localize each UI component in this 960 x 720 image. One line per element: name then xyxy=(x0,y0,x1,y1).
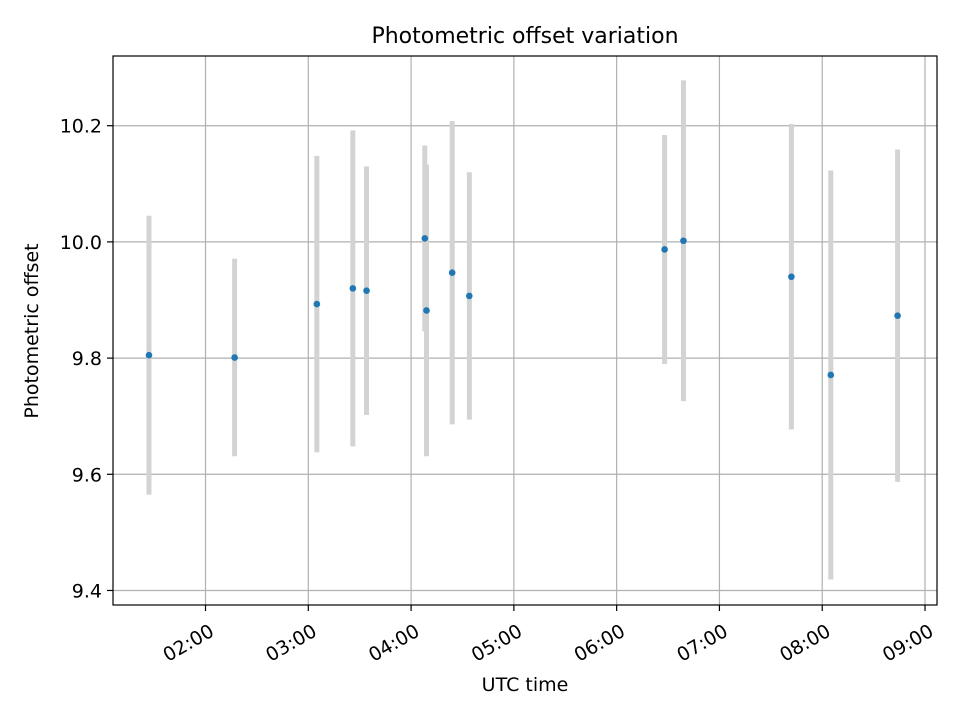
data-point xyxy=(363,287,370,295)
data-point xyxy=(680,237,687,245)
y-tick-label: 9.8 xyxy=(72,348,102,370)
data-point xyxy=(145,351,153,359)
y-tick-label: 10.0 xyxy=(60,232,102,254)
y-tick-label: 9.6 xyxy=(72,464,102,486)
data-point xyxy=(448,269,456,276)
data-point xyxy=(466,292,473,300)
data-points xyxy=(145,235,901,379)
chart-title: Photometric offset variation xyxy=(371,24,678,49)
data-point xyxy=(423,307,430,314)
data-point xyxy=(788,273,795,281)
data-point xyxy=(894,312,901,319)
data-point xyxy=(661,246,668,253)
plot-frame xyxy=(112,55,938,606)
data-point xyxy=(349,285,357,292)
y-axis-label: Photometric offset xyxy=(21,243,43,418)
grid xyxy=(113,56,937,605)
y-tick-label: 10.2 xyxy=(60,116,102,138)
y-tick-label: 9.4 xyxy=(72,580,102,602)
data-point xyxy=(421,235,429,242)
data-point xyxy=(231,354,238,361)
data-point xyxy=(313,300,321,308)
data-point xyxy=(827,371,835,379)
x-axis-label: UTC time xyxy=(482,674,569,696)
